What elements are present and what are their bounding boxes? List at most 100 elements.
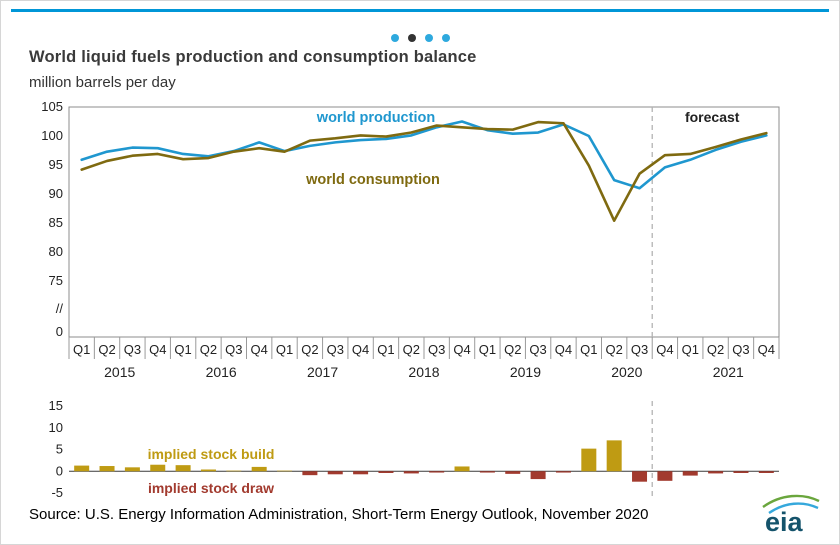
quarter-label: Q2 [200,342,217,357]
label-implied-stock-build: implied stock build [148,446,275,462]
stock-build-bar [150,464,166,472]
label-implied-stock-draw: implied stock draw [148,480,274,496]
stock-draw-bar [479,471,495,473]
y-tick-label: 100 [41,128,63,143]
y-tick-label: 75 [49,273,63,288]
year-label: 2019 [510,364,541,380]
quarter-label: Q4 [149,342,166,357]
quarter-label: Q3 [631,342,648,357]
axis-break-mark: // [56,301,64,316]
stock-build-bar [99,466,115,472]
quarter-label: Q4 [251,342,268,357]
carousel-dots [1,34,839,42]
source-attribution: Source: U.S. Energy Information Administ… [29,506,649,523]
quarter-label: Q4 [352,342,369,357]
year-label: 2016 [206,364,237,380]
quarter-label: Q3 [529,342,546,357]
top-accent-bar [11,9,829,12]
year-label: 2017 [307,364,338,380]
quarter-label: Q3 [327,342,344,357]
stock-build-bar [581,448,597,472]
plot-border [68,106,780,338]
series-world-production [80,120,768,190]
logo-blue-swoosh [768,502,819,514]
page-title: World liquid fuels production and consum… [29,48,477,66]
stock-draw-bar [378,471,394,473]
stock-draw-bar [555,471,571,473]
year-label: 2015 [104,364,135,380]
stock-draw-bar [429,471,445,473]
year-label: 2018 [408,364,439,380]
quarter-label: Q3 [732,342,749,357]
quarter-label: Q4 [656,342,673,357]
stock-build-bar [606,440,622,472]
quarter-label: Q2 [98,342,115,357]
logo-text: eia [765,507,804,535]
year-label: 2021 [713,364,744,380]
quarter-label: Q2 [606,342,623,357]
stock-change-bars [74,440,774,482]
quarter-label: Q2 [301,342,318,357]
quarter-label: Q1 [580,342,597,357]
y-tick-label: 15 [49,398,63,413]
y-tick-label: 105 [41,99,63,114]
stock-build-bar [251,466,267,472]
y-tick-label: -5 [51,485,63,500]
carousel-dot-4[interactable] [441,34,450,42]
stock-build-bar [124,467,140,472]
forecast-label: forecast [685,109,740,125]
stock-draw-bar [758,471,774,473]
quarter-label: Q4 [453,342,470,357]
y-tick-label: 90 [49,186,63,201]
y-tick-label: 10 [49,420,63,435]
logo-green-swoosh [762,494,820,508]
label-world-production: world production [316,110,435,126]
quarter-label: Q1 [479,342,496,357]
y-tick-label: 85 [49,215,63,230]
eia-logo: eia [762,494,820,535]
y-tick-label: 5 [56,442,63,457]
quarter-label: Q1 [377,342,394,357]
stock-build-bar [74,465,90,472]
bar-chart-implied-stock-change: 15 10 5 0 -5 implied stock build implied stock… [49,398,779,500]
chart-units-label: million barrels per day [29,74,176,91]
stock-draw-bar [353,471,369,475]
y-tick-label: 0 [56,463,63,478]
quarter-label: Q4 [555,342,572,357]
carousel-dot-2[interactable] [407,34,416,42]
stock-build-bar [226,470,242,472]
label-world-consumption: world consumption [305,172,440,188]
stock-draw-bar [327,471,343,475]
quarter-label: Q4 [758,342,775,357]
stock-build-bar [200,469,216,472]
carousel-dot-1[interactable] [390,34,399,42]
quarter-label: Q2 [707,342,724,357]
quarter-label: Q3 [225,342,242,357]
y-tick-label: 95 [49,157,63,172]
year-label: 2020 [611,364,642,380]
stock-draw-bar [505,471,521,474]
y-tick-zero: 0 [56,324,63,339]
stock-build-bar [454,466,470,472]
quarter-axis: Q1 Q2 Q3 Q4 Q1 Q2 Q3 Q4 Q1 Q2 Q3 Q4 Q1 Q2 Q3 Q4 Q1 Q2 Q3 Q4… [68,337,780,380]
stock-draw-bar [632,471,648,482]
quarter-label: Q1 [73,342,90,357]
stock-draw-bar [682,471,698,476]
stock-draw-bar [530,471,546,480]
stock-draw-bar [733,471,749,473]
stock-draw-bar [302,471,318,476]
quarter-label: Q1 [682,342,699,357]
y-tick-label: 80 [49,244,63,259]
carousel-dot-3[interactable] [424,34,433,42]
quarter-label: Q3 [124,342,141,357]
stock-draw-bar [403,471,419,474]
quarter-label: Q1 [276,342,293,357]
series-world-consumption [80,120,768,222]
stock-draw-bar [657,471,673,481]
quarter-label: Q2 [504,342,521,357]
stock-draw-bar [708,471,724,474]
stock-build-bar [277,470,293,472]
quarter-label: Q3 [428,342,445,357]
